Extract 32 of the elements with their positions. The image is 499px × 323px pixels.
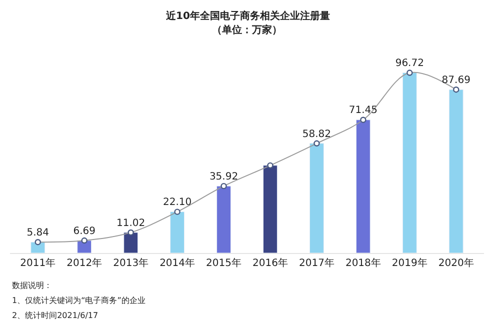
text: 1、仅统计关键词为“电子商务”的企业 bbox=[12, 296, 146, 305]
data-label: 58.82 bbox=[302, 128, 332, 140]
data-label: 5.84 bbox=[26, 227, 50, 238]
text: 数据说明： bbox=[12, 281, 52, 290]
x-tick-label: 2011年 bbox=[20, 257, 56, 269]
bar bbox=[309, 143, 324, 253]
bar bbox=[216, 186, 231, 253]
bar bbox=[356, 120, 370, 253]
x-tick-label: 2017年 bbox=[298, 257, 334, 269]
data-label: 35.92 bbox=[209, 171, 238, 182]
x-tick-label: 2012年 bbox=[66, 257, 102, 269]
data-label: 87.69 bbox=[442, 74, 470, 86]
bar bbox=[448, 89, 464, 253]
chart-subtitle: （单位：万家） bbox=[212, 24, 282, 36]
x-tick-label: 2015年 bbox=[206, 257, 242, 269]
text: 2、统计时间2021/6/17 bbox=[12, 311, 98, 320]
data-label: 22.10 bbox=[162, 197, 192, 208]
x-tick-label: 2019年 bbox=[392, 257, 428, 269]
bar bbox=[170, 212, 185, 253]
data-label: 11.02 bbox=[116, 218, 146, 229]
chart-title: 近10年全国电子商务相关企业注册量 bbox=[165, 10, 330, 22]
x-tick-label: 2020年 bbox=[438, 257, 474, 269]
x-tick-label: 2013年 bbox=[113, 257, 149, 269]
data-label: 96.72 bbox=[395, 58, 424, 70]
bar bbox=[124, 232, 138, 253]
x-tick-label: 2016年 bbox=[252, 257, 288, 269]
bar bbox=[402, 72, 417, 253]
x-tick-label: 2018年 bbox=[345, 257, 381, 269]
data-label: 6.69 bbox=[73, 226, 96, 237]
x-tick-label: 2014年 bbox=[160, 257, 196, 269]
bar bbox=[263, 165, 278, 253]
data-label: 71.45 bbox=[348, 105, 378, 116]
